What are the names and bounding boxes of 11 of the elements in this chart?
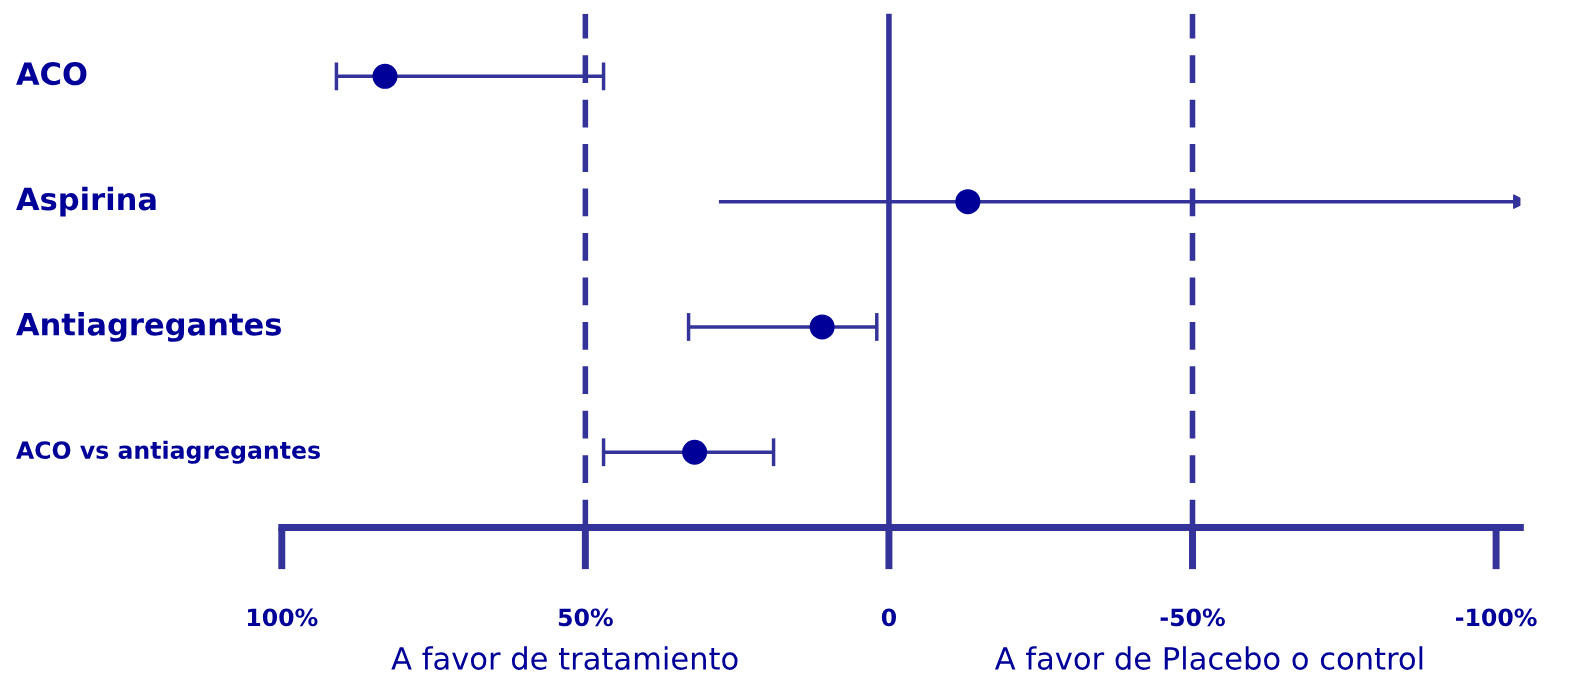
text: A favor de Placebo o control — [994, 646, 1423, 670]
y-tick-label: ACO — [16, 62, 87, 86]
x-tick-label: -100% — [1455, 608, 1537, 627]
y-tick-label: Antiagregantes — [16, 312, 281, 342]
x-tick-label: 100% — [247, 608, 318, 627]
x-tick-label: 0 — [881, 608, 897, 627]
x-tick-label: 50% — [558, 608, 613, 627]
x-tick-label: -50% — [1160, 608, 1225, 627]
y-tick-label: Aspirina — [16, 186, 156, 217]
y-tick-label: ACO vs antiagregantes — [16, 440, 320, 464]
text: A favor de tratamiento — [391, 646, 738, 670]
